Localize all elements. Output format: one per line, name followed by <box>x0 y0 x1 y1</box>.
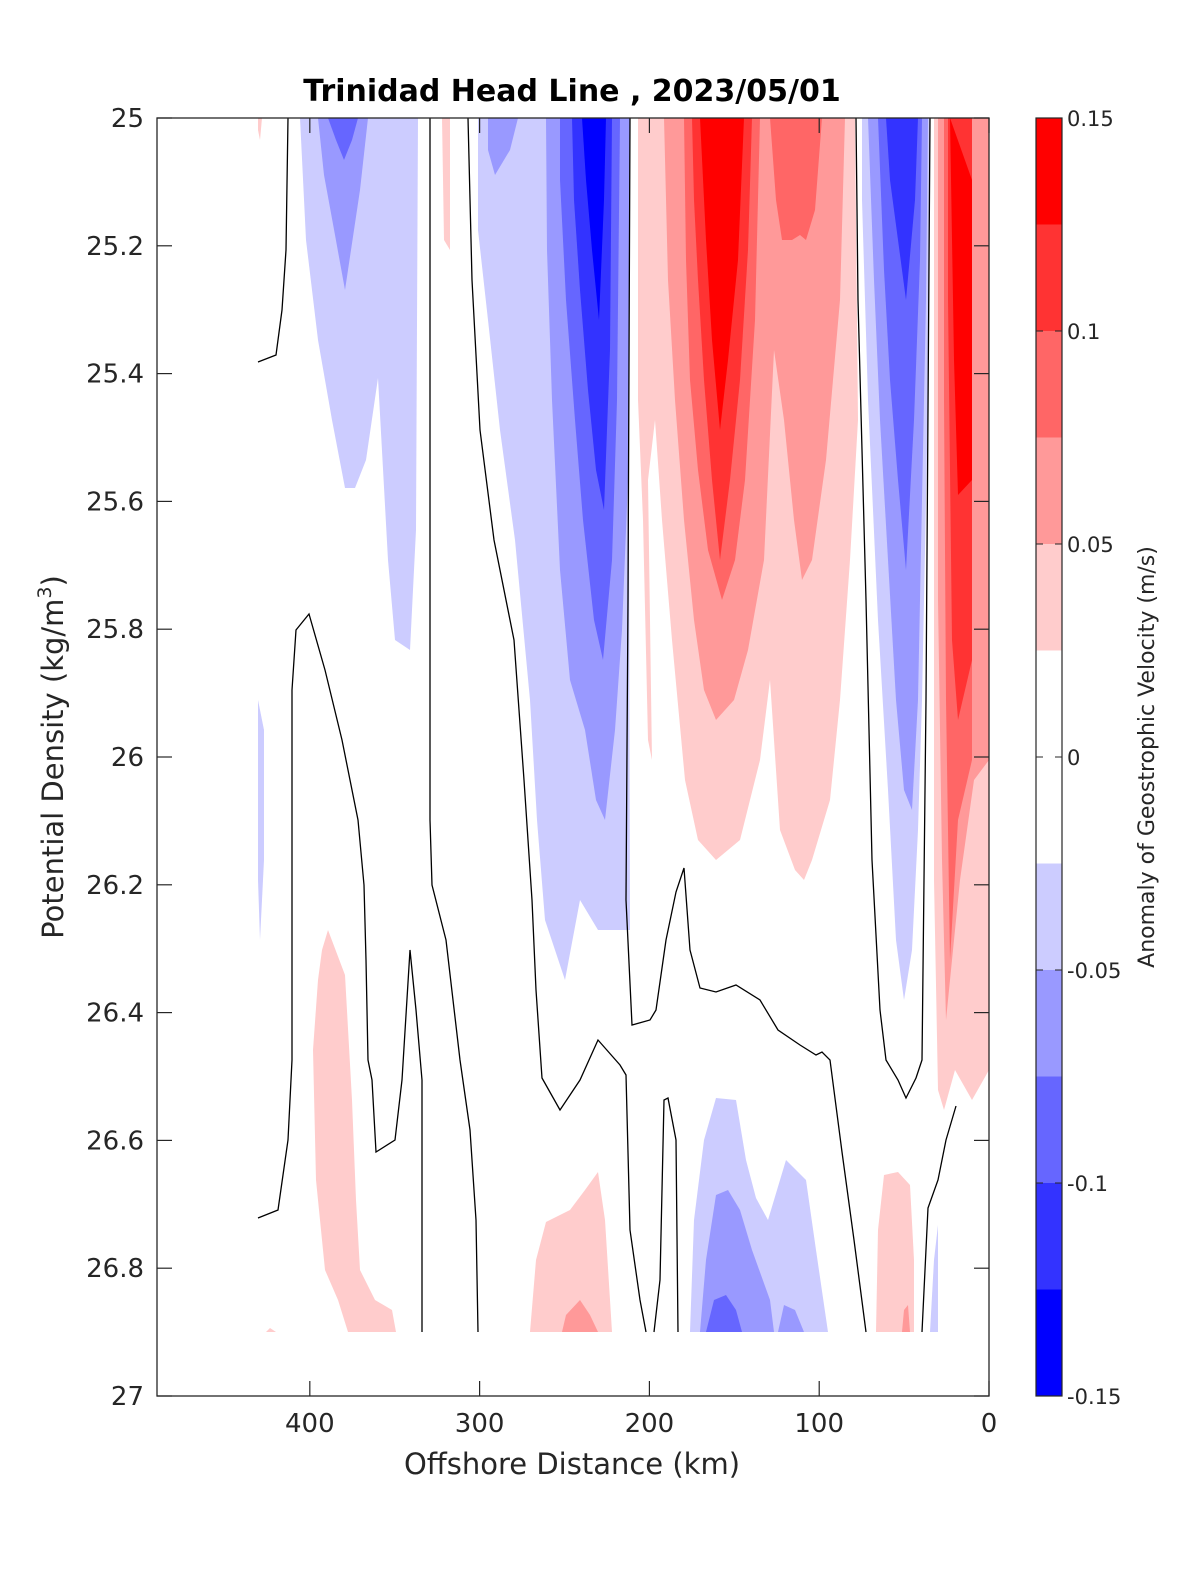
y-axis-label: Potential Density (kg/m3) <box>34 575 70 939</box>
zero-contour-line <box>625 118 867 1333</box>
no-data-strip <box>157 1332 989 1396</box>
x-tick-label: 400 <box>285 1409 335 1439</box>
positive-region <box>902 1305 910 1332</box>
zero-contour-lines <box>257 118 957 1333</box>
zero-contour-line <box>257 118 289 363</box>
positive-region <box>770 118 822 240</box>
positive-region <box>700 118 744 430</box>
zero-contour-line <box>653 1097 679 1333</box>
negative-region <box>582 118 606 320</box>
y-tick-label: 26.2 <box>86 871 144 901</box>
negative-region <box>328 118 358 160</box>
chart-title: Trinidad Head Line , 2023/05/01 <box>303 74 840 109</box>
colorbar-segment <box>1036 757 1062 864</box>
negative-region <box>258 700 264 940</box>
colorbar-segment <box>1036 544 1062 651</box>
negative-region <box>700 1190 774 1332</box>
colorbar-tick-label: -0.15 <box>1067 1385 1121 1409</box>
colorbar-ticks: 0.15 0.1 0.05 0 -0.05 -0.1 -0.15 <box>1036 107 1121 1409</box>
colorbar-tick-label: -0.05 <box>1067 959 1121 983</box>
zero-contour-line <box>921 1105 957 1333</box>
y-tick-label: 27 <box>111 1382 144 1412</box>
negative-region <box>488 118 518 175</box>
y-tick-label: 25 <box>111 104 144 134</box>
colorbar-segment <box>1036 331 1062 438</box>
positive-region <box>530 1172 612 1332</box>
x-axis-label: Offshore Distance (km) <box>404 1447 740 1481</box>
colorbar-segment <box>1036 118 1062 225</box>
positive-region <box>876 1172 914 1332</box>
colorbar-segment <box>1036 1183 1062 1290</box>
positive-region <box>950 118 972 495</box>
x-tick-label: 300 <box>455 1409 505 1439</box>
colorbar-segment <box>1036 863 1062 971</box>
y-tick-label: 26 <box>111 743 144 773</box>
colorbar <box>1036 118 1062 1397</box>
colorbar-tick-label: 0 <box>1067 746 1080 770</box>
negative-region <box>930 1225 938 1332</box>
colorbar-tick-label: 0.15 <box>1067 107 1114 131</box>
negative-region <box>706 1295 742 1332</box>
positive-region <box>442 118 450 250</box>
colorbar-tick-label: 0.05 <box>1067 533 1114 557</box>
colorbar-label: Anomaly of Geostrophic Velocity (m/s) <box>1135 546 1160 968</box>
colorbar-segment <box>1036 970 1062 1077</box>
negative-region <box>886 118 918 300</box>
colorbar-segment <box>1036 224 1062 332</box>
positive-region <box>266 1328 276 1332</box>
y-axis-label-close: ) <box>36 575 70 586</box>
negative-region <box>318 118 368 290</box>
y-axis-label-base: Potential Density (kg/m <box>36 599 70 939</box>
zero-contour-line <box>467 118 647 1333</box>
zero-contour-line <box>855 118 931 1100</box>
colorbar-segment <box>1036 1076 1062 1184</box>
y-axis: 25 25.2 25.4 25.6 25.8 26 26.2 26.4 26.6 26.8 27 <box>86 104 989 1412</box>
y-tick-label: 26.8 <box>86 1254 144 1284</box>
positive-region <box>313 930 396 1332</box>
colorbar-segment <box>1036 650 1062 758</box>
zero-contour-line <box>257 612 423 1332</box>
x-tick-label: 0 <box>981 1409 998 1439</box>
y-tick-label: 25.6 <box>86 487 144 517</box>
y-tick-label: 26.6 <box>86 1126 144 1156</box>
colorbar-segment <box>1036 437 1062 545</box>
y-tick-label: 25.2 <box>86 232 144 262</box>
contour-plot-area <box>157 118 989 1396</box>
y-tick-label: 25.8 <box>86 615 144 645</box>
y-tick-label: 25.4 <box>86 360 144 390</box>
negative-region <box>778 1305 804 1332</box>
x-tick-label: 100 <box>794 1409 844 1439</box>
x-tick-label: 200 <box>625 1409 675 1439</box>
positive-region <box>258 118 262 140</box>
positive-region <box>562 1300 598 1332</box>
y-axis-label-sup: 3 <box>34 586 56 598</box>
zero-contour-line <box>429 118 479 1333</box>
colorbar-tick-label: -0.1 <box>1067 1172 1108 1196</box>
colorbar-tick-label: 0.1 <box>1067 320 1100 344</box>
negative-region <box>300 118 418 650</box>
x-axis: 400 300 200 100 0 <box>285 118 997 1439</box>
colorbar-segment <box>1036 1289 1062 1397</box>
y-tick-label: 26.4 <box>86 999 144 1029</box>
